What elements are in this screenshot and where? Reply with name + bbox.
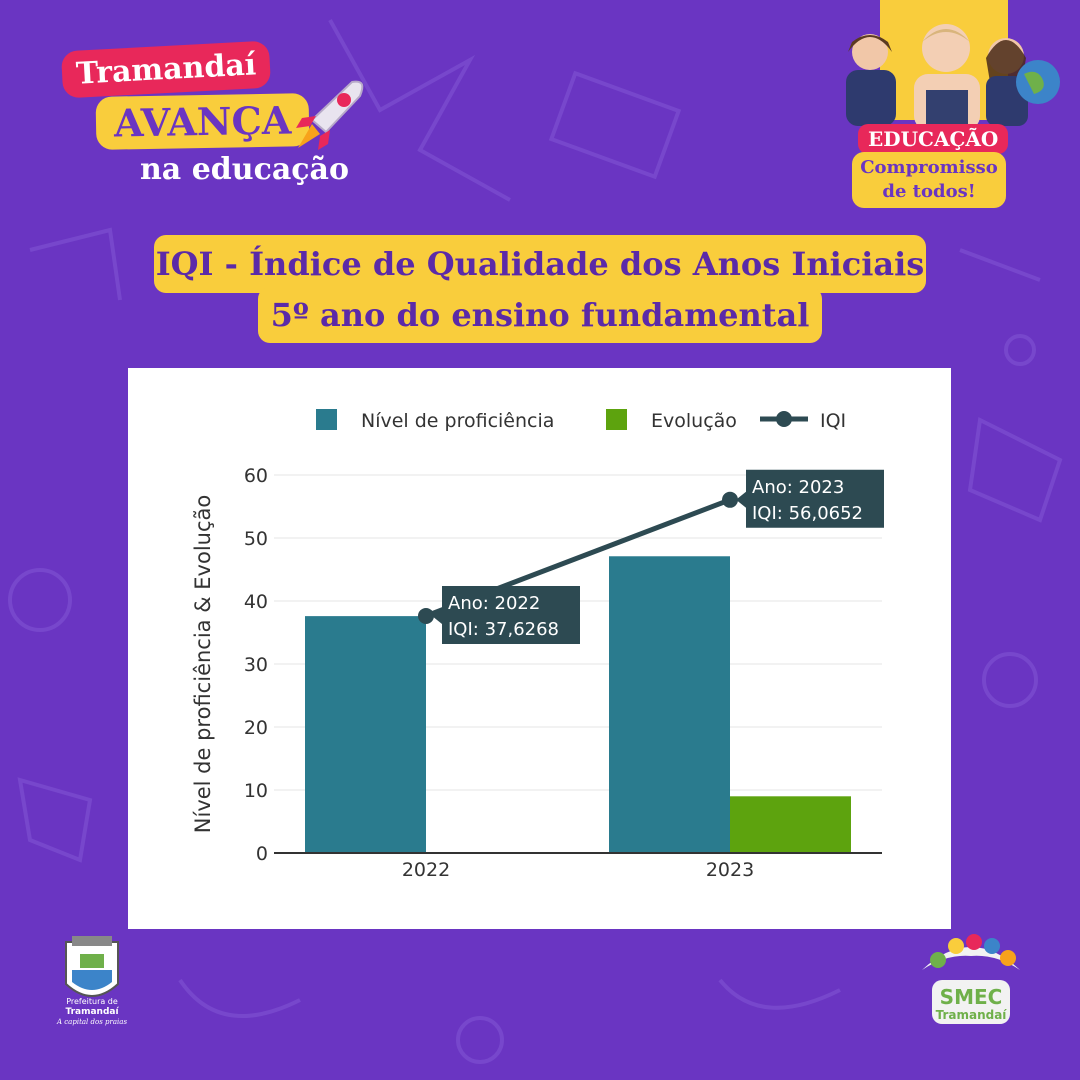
page-subtitle: 5º ano do ensino fundamental [258,287,822,343]
bar-1-2023 [730,796,851,853]
tooltips: Ano: 2022 IQI: 37,6268 Ano: 2023 IQI: 56,06… [432,469,884,644]
commitment-line-2: de todos! [882,181,976,202]
iqi-chart: 0 10 20 30 40 50 60 2022 2023 Ano: 2022 IQI: 37,… [191,409,884,881]
legend-swatch-0 [316,409,337,430]
tooltip-year: Ano: 2022 [448,593,540,614]
iqi-point-2023 [722,491,738,508]
chart-legend: Nível de proficiência Evolução IQI [316,409,846,432]
tooltip-2023: Ano: 2023 IQI: 56,0652 [736,469,884,528]
prefeitura-name-2: Tramandaí [65,1007,119,1017]
tooltip-value: IQI: 56,0652 [752,503,863,524]
tooltip-box [432,585,580,644]
education-badge: EDUCAÇÃO [858,124,1009,154]
y-tick-40: 40 [244,591,268,613]
prefeitura-logo: Prefeitura de Tramandaí A capital dos pr… [56,936,127,1026]
tooltip-box [736,469,884,528]
brand-sub-label: na educação [140,152,349,187]
bar-series [305,556,851,853]
rocket-icon [296,80,364,150]
x-tick-labels: 2022 2023 [402,859,754,881]
y-tick-labels: 0 10 20 30 40 50 60 [244,465,268,865]
legend-swatch-1 [606,409,627,430]
commitment-line-1: Compromisso [860,157,998,178]
y-axis-label: Nível de proficiência & Evolução [191,495,215,833]
smec-name: SMEC [940,985,1003,1009]
legend-line-dot [776,411,792,427]
y-tick-20: 20 [244,717,268,739]
smec-city: Tramandaí [936,1008,1008,1022]
bar-0-2022 [305,616,426,853]
tooltip-year: Ano: 2023 [752,477,844,498]
chart-panel: 0 10 20 30 40 50 60 2022 2023 Ano: 2022 IQI: 37,… [128,368,951,929]
x-tick-2023: 2023 [706,859,754,881]
brand-main-label: AVANÇA [95,93,310,150]
page-title: IQI - Índice de Qualidade dos Anos Inici… [154,235,926,293]
y-tick-50: 50 [244,528,268,550]
prefeitura-name-1: Prefeitura de [66,997,118,1006]
smec-logo: SMEC Tramandaí [922,934,1020,1024]
legend-label-1: Evolução [651,410,737,432]
tooltip-value: IQI: 37,6268 [448,619,559,640]
y-tick-10: 10 [244,780,268,802]
prefeitura-slogan: A capital dos praias [56,1018,127,1026]
y-tick-0: 0 [256,843,268,865]
y-tick-60: 60 [244,465,268,487]
tooltip-2022: Ano: 2022 IQI: 37,6268 [432,585,580,644]
bar-0-2023 [609,556,730,853]
iqi-point-2022 [418,607,434,624]
legend-label-0: Nível de proficiência [361,410,554,432]
commitment-badge: Compromisso de todos! [852,152,1006,208]
legend-label-2: IQI [820,410,846,432]
y-tick-30: 30 [244,654,268,676]
children-photo-icon [846,24,1060,130]
x-tick-2022: 2022 [402,859,450,881]
